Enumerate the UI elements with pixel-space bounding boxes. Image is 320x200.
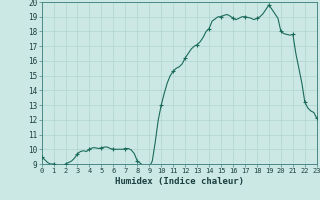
X-axis label: Humidex (Indice chaleur): Humidex (Indice chaleur) [115, 177, 244, 186]
